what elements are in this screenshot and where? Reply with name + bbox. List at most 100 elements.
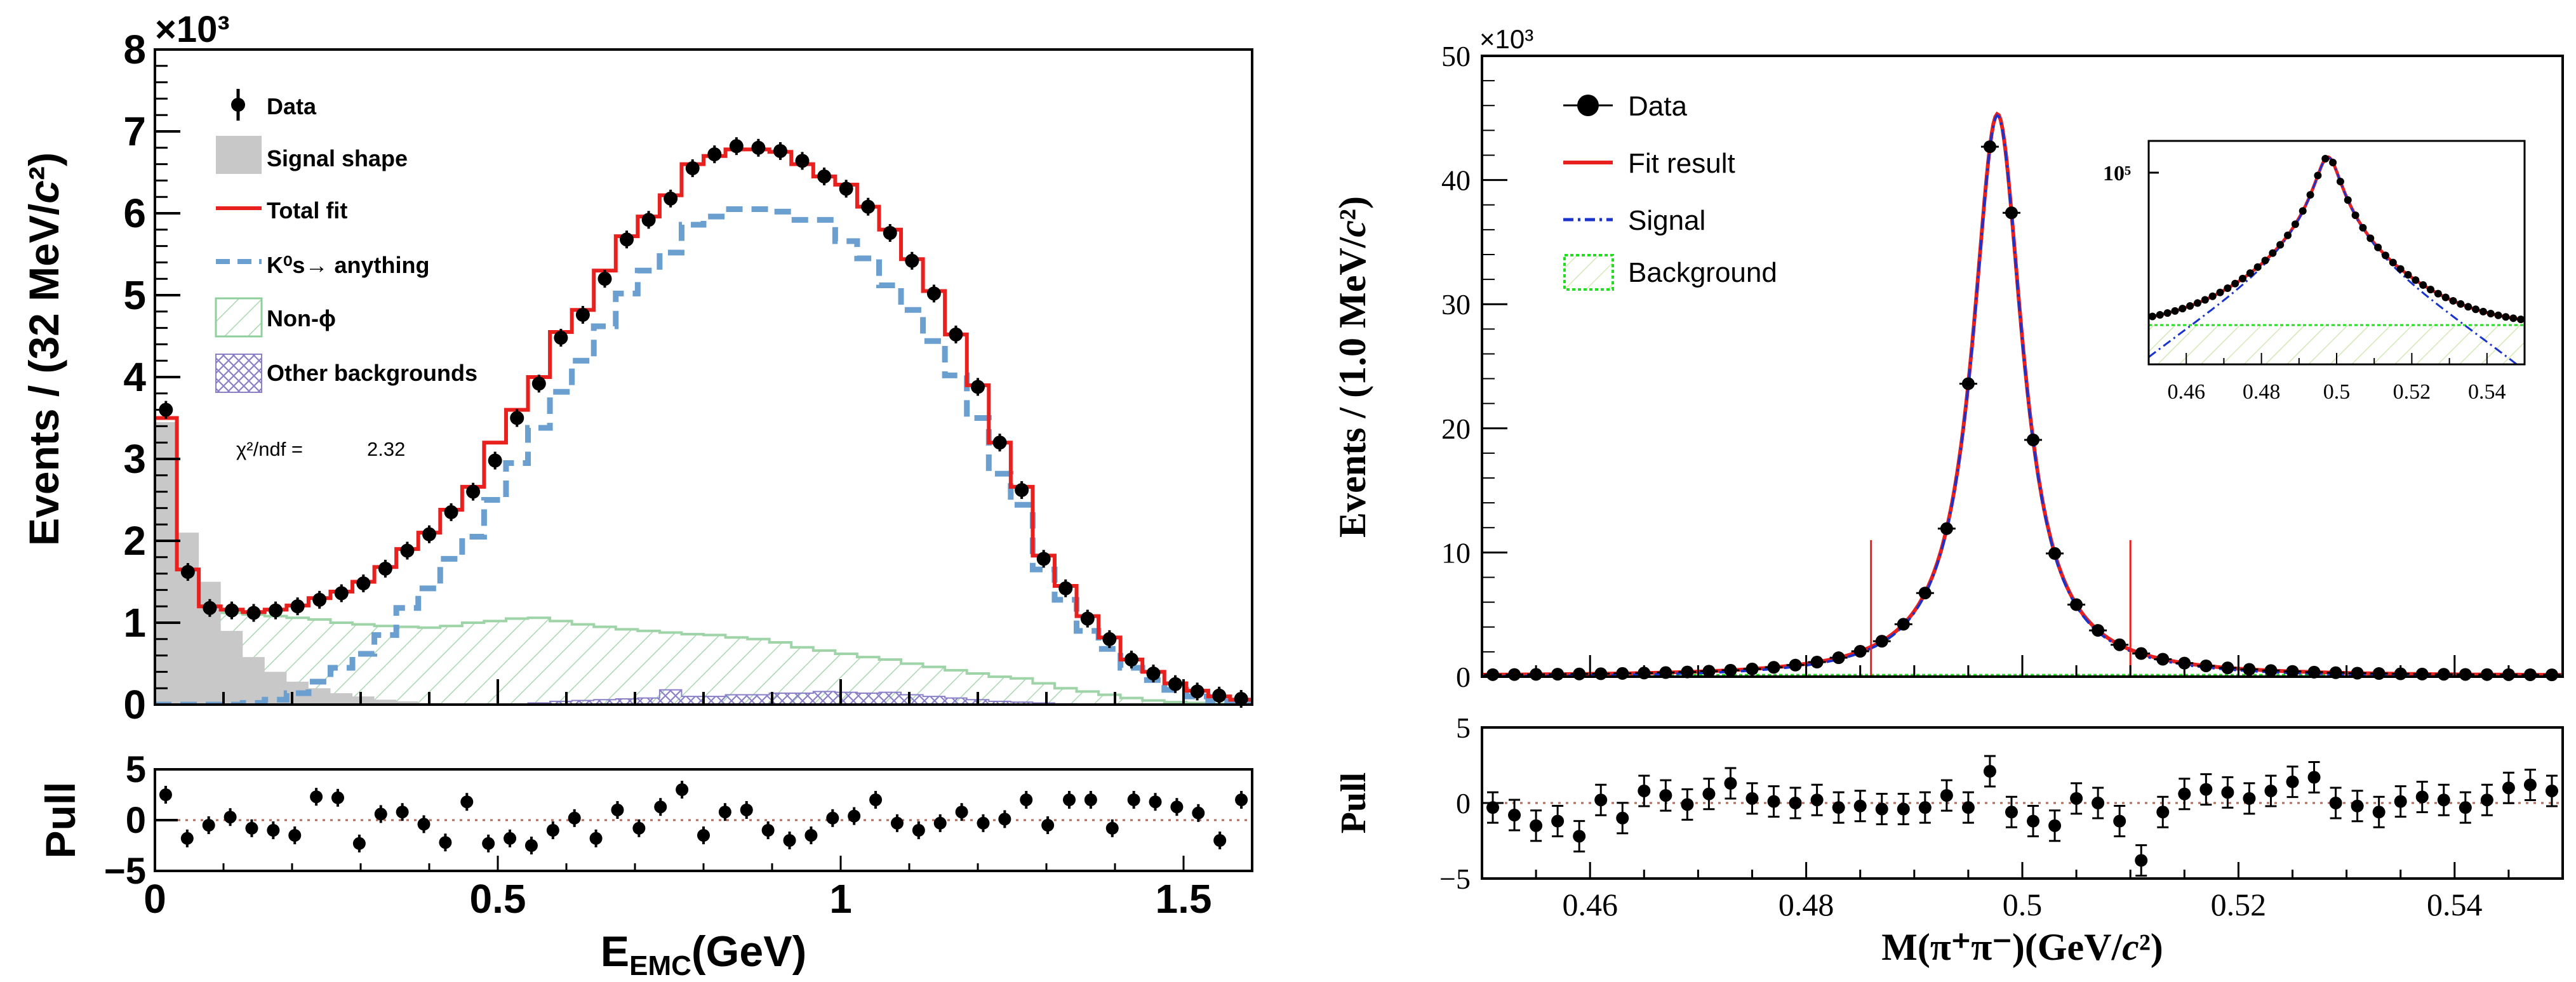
data-point (2478, 668, 2496, 681)
inset-data-marker (2261, 256, 2269, 265)
inset-plot: 0.46 0.48 0.5 0.52 0.54 10⁵ (2103, 140, 2526, 404)
pull-point (310, 788, 323, 806)
pull-point (1875, 793, 1888, 826)
signal-shape-histogram (155, 421, 1252, 705)
pull-point (504, 829, 517, 847)
pull-point (2092, 786, 2105, 819)
pull-marker (1486, 801, 1500, 814)
pull-point (2394, 785, 2407, 818)
pull-point (1235, 791, 1248, 809)
data-point (1190, 682, 1205, 701)
data-point (269, 601, 283, 620)
pull-point (1832, 791, 1845, 824)
pull-point (1789, 786, 1802, 819)
data-point (1212, 686, 1227, 705)
pull-point (2372, 795, 2386, 828)
left-chart: 0 1 2 3 4 5 6 7 8 0 0.5 1 1.5 ×10³ Events / (32 MeV… (20, 9, 1253, 981)
pull-point (1918, 791, 1932, 824)
pull-marker (2415, 790, 2429, 804)
pull-point (2135, 844, 2148, 877)
data-marker (2523, 668, 2537, 682)
pull-marker (1063, 793, 1076, 806)
data-point (883, 223, 897, 242)
pull-point (1041, 816, 1055, 834)
inset-data-marker (2299, 207, 2307, 215)
pull-point (352, 834, 366, 853)
inset-data-marker (2216, 288, 2224, 296)
data-point (422, 525, 436, 543)
pull-point (460, 793, 474, 811)
data-point (2024, 433, 2043, 446)
pull-marker (2199, 783, 2213, 796)
inset-data-marker (2381, 251, 2389, 260)
pull-marker (826, 811, 839, 825)
data-point (2542, 668, 2561, 682)
data-marker (2005, 206, 2018, 220)
data-marker (1234, 691, 1248, 706)
pull-point (2286, 766, 2299, 799)
data-point (334, 584, 349, 602)
pull-point (2048, 809, 2062, 842)
inset-data-marker (2404, 270, 2412, 279)
pull-point (1084, 791, 1097, 809)
pull-marker (1940, 789, 1953, 802)
pull-point (1594, 783, 1608, 816)
inset-x-tick-label: 0.48 (2243, 380, 2281, 404)
y-tick-label: 6 (123, 190, 146, 236)
data-marker (1767, 661, 1780, 674)
pull-point (804, 826, 818, 844)
inset-x-ticks: 0.46 0.48 0.5 0.52 0.54 (2148, 353, 2525, 404)
inset-data-marker (2321, 155, 2330, 163)
right-pull-label: Pull (1334, 773, 1373, 833)
data-marker (1681, 665, 1694, 679)
data-marker (1551, 668, 1565, 681)
data-marker (180, 565, 195, 580)
pull-marker (310, 790, 323, 804)
inset-data-marker (2509, 314, 2518, 322)
data-point (641, 211, 656, 229)
pull-point (159, 786, 172, 804)
pull-point (783, 832, 796, 849)
data-point (773, 142, 787, 160)
pull-marker (1235, 793, 1248, 806)
data-point (905, 251, 919, 270)
data-marker (1940, 522, 1953, 535)
pull-point (524, 837, 538, 854)
pull-point (1616, 802, 1629, 835)
data-marker (597, 272, 612, 286)
pull-marker (804, 829, 818, 842)
data-marker (2113, 638, 2126, 651)
inset-data-marker (2284, 231, 2292, 239)
pull-y-tick-label: −5 (1439, 863, 1471, 895)
data-marker (1212, 688, 1227, 703)
data-point (1549, 668, 1567, 681)
inset-data-marker (2179, 305, 2187, 313)
pull-point (1983, 755, 1996, 788)
legend-item-other-backgrounds: Other backgrounds (215, 354, 477, 393)
data-point (729, 137, 744, 156)
pull-marker (1573, 830, 1586, 843)
pull-marker (1897, 802, 1910, 816)
inset-data-marker (2276, 241, 2285, 249)
data-marker (729, 139, 744, 154)
y-tick-label: 40 (1441, 164, 1471, 197)
data-marker (926, 286, 941, 301)
data-point (203, 599, 217, 617)
inset-y-tick-label: 10⁵ (2103, 162, 2131, 185)
data-point (400, 541, 415, 560)
pull-marker (933, 816, 947, 830)
data-point (2219, 661, 2237, 675)
data-point (1765, 661, 1783, 674)
inset-data-marker (2201, 296, 2209, 304)
data-point (1937, 522, 1956, 535)
data-marker (2092, 624, 2105, 637)
data-point (949, 325, 963, 343)
svg-text:Data: Data (1628, 91, 1687, 122)
pull-point (718, 803, 731, 821)
data-point (2262, 664, 2280, 677)
pull-point (1745, 782, 1759, 815)
pull-point (2156, 795, 2170, 828)
data-marker (2372, 667, 2386, 680)
data-marker (269, 603, 283, 618)
